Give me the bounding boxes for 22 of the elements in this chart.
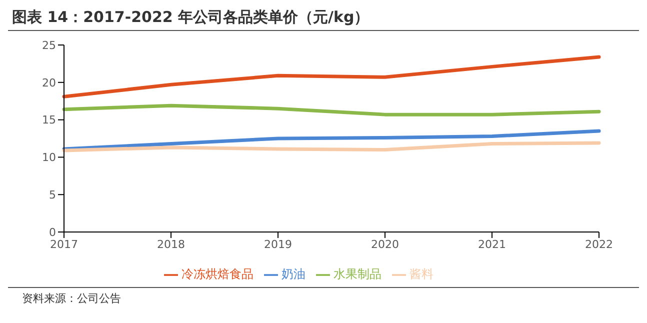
line-series	[62, 129, 601, 151]
line-series	[62, 141, 601, 152]
legend-label: 水果制品	[334, 267, 382, 281]
x-tick-label: 2018	[157, 238, 185, 251]
x-tick-label: 2020	[371, 238, 399, 251]
y-tick-label: 10	[42, 151, 56, 164]
y-tick-label: 0	[49, 226, 56, 239]
legend-label: 酱料	[410, 267, 434, 281]
line-series	[62, 55, 601, 98]
legend-label: 冷冻烘焙食品	[182, 267, 254, 281]
x-tick-label: 2022	[585, 238, 613, 251]
y-tick-label: 15	[42, 114, 56, 127]
legend-label: 奶油	[282, 267, 306, 281]
y-tick-label: 25	[42, 38, 56, 52]
chart-title: 图表 14：2017-2022 年公司各品类单价（元/kg）	[8, 8, 639, 31]
x-tick-label: 2017	[50, 238, 78, 251]
text: 资料来源：公司公告	[22, 291, 122, 306]
line-series	[62, 104, 601, 116]
y-tick-label: 20	[42, 76, 56, 90]
x-tick-label: 2019	[264, 238, 292, 251]
x-tick-label: 2021	[478, 238, 506, 251]
y-tick-label: 5	[49, 188, 56, 202]
